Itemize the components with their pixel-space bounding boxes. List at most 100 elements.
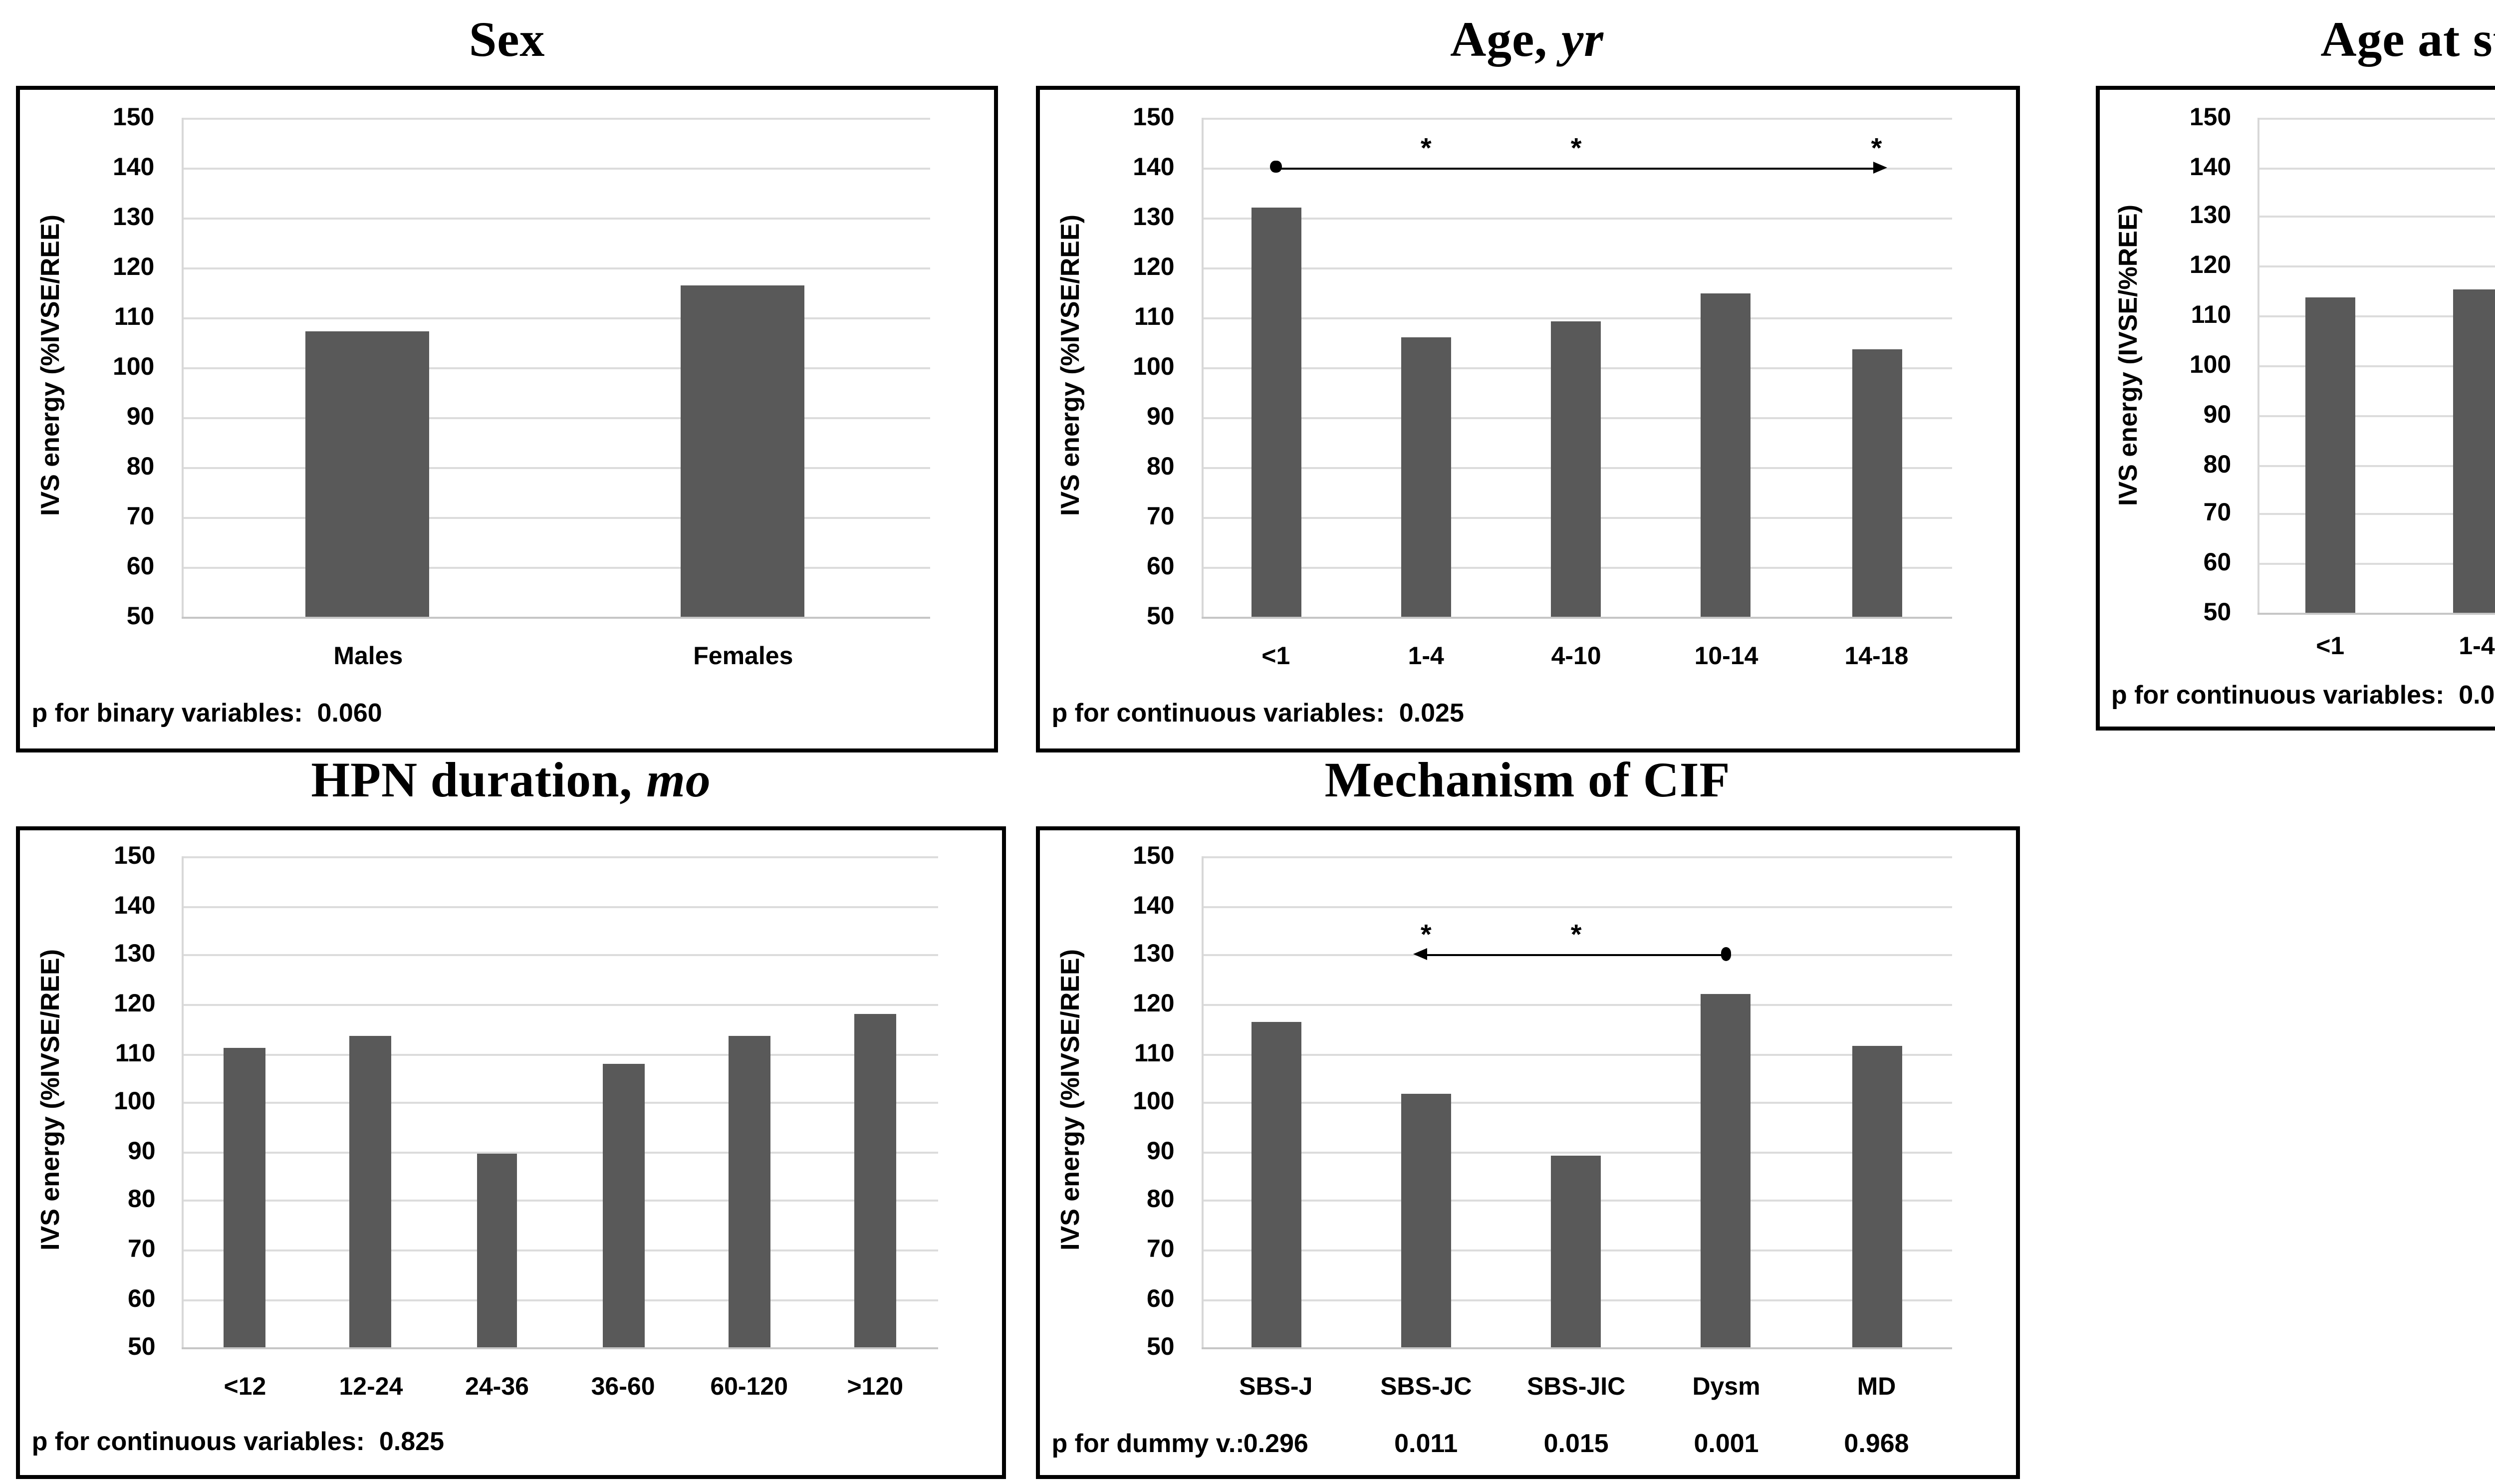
x-category-label: <1 [2316, 633, 2345, 661]
y-tick-label: 120 [2189, 251, 2232, 280]
y-tick-label: 90 [1147, 1137, 1175, 1165]
y-tick-label: 130 [1133, 940, 1175, 969]
y-tick-label: 100 [114, 1088, 156, 1116]
gridline [1201, 906, 1952, 908]
y-tick-label: 110 [1134, 302, 1175, 331]
y-tick-label: 130 [1133, 202, 1175, 231]
x-category-label: 14-18 [1844, 643, 1909, 671]
p-value-text: p for continuous variables: 0.825 [31, 1425, 445, 1456]
chart-title-age-at-starting-hpn: Age at starting HPN,yr [2096, 0, 2495, 84]
y-tick-label: 100 [1133, 352, 1175, 381]
bar-sbs-jc [1401, 1093, 1451, 1348]
p-value-text: p for continuous variables: 0.031 [2111, 680, 2495, 710]
gridline [182, 906, 938, 908]
p-value-md: 0.968 [1844, 1428, 1909, 1459]
y-axis-line [1201, 856, 1203, 1348]
y-tick-label: 100 [112, 352, 155, 381]
y-tick-label: 130 [112, 202, 155, 231]
x-category-label: MD [1857, 1373, 1896, 1402]
y-axis-line [2256, 117, 2259, 613]
x-axis-line [182, 1348, 938, 1350]
bar-1-4 [1401, 337, 1451, 617]
y-tick-label: 140 [112, 152, 155, 181]
y-tick-label: 60 [127, 1284, 156, 1312]
p-label: p for dummy v.: [1051, 1428, 1245, 1459]
y-tick-label: 110 [1134, 1038, 1175, 1067]
age-chart: IVS energy (%IVSE/REE) 150 140 130 120 110 10… [1036, 85, 2019, 752]
chart-title-age: Age, yr [1036, 0, 2018, 84]
gridline [182, 1004, 938, 1006]
x-category-label: 12-24 [339, 1373, 403, 1402]
x-category-label: 24-36 [465, 1373, 529, 1402]
bar-14-18 [1851, 350, 1902, 617]
bar-24-36 [476, 1154, 518, 1348]
y-tick-label: 90 [127, 1137, 156, 1165]
bar-dysm [1701, 993, 1751, 1348]
y-tick-label: 90 [2203, 400, 2232, 428]
title-text: Age at starting HPN, [2320, 14, 2495, 68]
x-category-label: Males [333, 643, 403, 671]
gridline [2256, 365, 2495, 367]
title-text: Age, [1450, 14, 1547, 68]
significance-asterisk: * [1420, 918, 1432, 950]
y-tick-label: 70 [126, 502, 155, 530]
gridline [182, 1200, 938, 1203]
y-tick-label: 140 [1133, 891, 1175, 920]
y-tick-label: 140 [1133, 152, 1175, 181]
bar-females [681, 286, 805, 617]
y-tick-label: 120 [112, 252, 155, 281]
y-tick-label: 100 [1133, 1088, 1175, 1116]
x-category-label: <12 [224, 1373, 266, 1402]
bar-36-60 [602, 1064, 644, 1348]
line-dot-endpoint [1721, 948, 1732, 961]
title-unit: mo [646, 754, 711, 808]
gridline [2256, 315, 2495, 318]
y-tick-label: 100 [2189, 350, 2232, 379]
gridline [182, 1249, 938, 1252]
y-tick-label: 80 [126, 452, 155, 481]
y-tick-label: 80 [127, 1186, 156, 1214]
gridline [182, 955, 938, 957]
gridline [2256, 513, 2495, 516]
mechanism-of-cif-chart: IVS energy (%IVSE/REE) 150 140 130 120 110 10… [1036, 826, 2019, 1478]
gridline [181, 217, 931, 219]
bar--1 [1251, 207, 1301, 617]
bar-1-4 [2453, 289, 2495, 613]
x-axis-line [1201, 1348, 1952, 1350]
gridline [181, 566, 931, 569]
significance-asterisk: * [1570, 131, 1582, 164]
x-category-label: Dysm [1692, 1373, 1760, 1402]
y-tick-label: 50 [1147, 1333, 1175, 1362]
y-axis-line [182, 856, 184, 1348]
chart-title-sex: Sex [16, 0, 998, 84]
y-tick-label: 50 [1147, 602, 1175, 630]
x-axis-line [1201, 616, 1952, 619]
y-tick-label: 120 [1133, 252, 1175, 281]
gridline [1201, 217, 1952, 219]
gridline [182, 856, 938, 859]
bar--12 [224, 1048, 266, 1348]
gridline [181, 317, 931, 319]
p-value-sbs-jic: 0.015 [1543, 1428, 1609, 1459]
x-category-label: 60-120 [710, 1373, 788, 1402]
y-tick-label: 50 [126, 602, 155, 630]
significance-line [1426, 955, 1727, 957]
gridline [1201, 856, 1952, 859]
bar-4-10 [1551, 320, 1601, 617]
gridline [182, 1102, 938, 1104]
y-tick-label: 70 [1147, 502, 1175, 530]
y-tick-label: 70 [1147, 1235, 1175, 1263]
gridline [2256, 415, 2495, 417]
x-axis-line [181, 616, 931, 619]
gridline [1201, 1053, 1952, 1055]
x-category-label: SBS-J [1239, 1373, 1313, 1402]
bar-males [306, 330, 430, 617]
title-text: HPN duration, [311, 754, 633, 808]
p-value-text: p for binary variables: 0.060 [31, 697, 382, 728]
p-value-text: p for continuous variables: 0.025 [1051, 697, 1464, 728]
gridline [181, 167, 931, 169]
title-text: Sex [469, 14, 545, 68]
bar-sbs-jic [1551, 1155, 1601, 1348]
chart-title-mechanism-of-cif: Mechanism of CIF [1036, 742, 2019, 822]
